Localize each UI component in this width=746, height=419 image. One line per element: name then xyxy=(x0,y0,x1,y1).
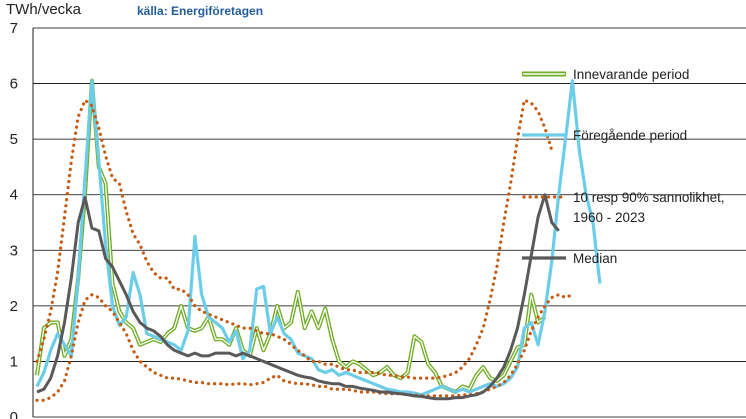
legend-label-innevarande-period: Innevarande period xyxy=(573,67,689,82)
y-axis-label: TWh/vecka xyxy=(6,1,82,18)
source-label: källa: Energiföretagen xyxy=(137,4,263,18)
series-line-innevarande-period-outer xyxy=(35,78,547,394)
y-tick-label-0: 0 xyxy=(10,409,18,419)
legend-label-10-resp-90-sannolikhet-line2: 1960 - 2023 xyxy=(573,210,645,225)
legend-label-f-reg-ende-period: Föregående period xyxy=(573,128,687,143)
legend-label-median: Median xyxy=(573,251,617,266)
y-tick-label-5: 5 xyxy=(10,131,18,148)
gridlines xyxy=(33,27,746,418)
series-line-probability-upper xyxy=(35,98,554,380)
y-tick-label-6: 6 xyxy=(10,76,18,93)
y-tick-label-4: 4 xyxy=(10,187,18,204)
series-lines xyxy=(35,78,602,402)
y-tick-label-2: 2 xyxy=(10,298,18,315)
y-tick-labels: 0 1 2 3 4 5 6 7 xyxy=(10,20,18,419)
legend: Innevarande period Föregående period 10 re… xyxy=(522,67,725,266)
series-line-median xyxy=(36,193,560,401)
y-tick-label-3: 3 xyxy=(10,242,18,259)
series-line-innevarande-period-inner xyxy=(36,80,546,393)
legend-label-10-resp-90-sannolikhet: 10 resp 90% sannolikhet, xyxy=(573,190,725,205)
y-tick-label-7: 7 xyxy=(10,20,18,37)
y-tick-label-1: 1 xyxy=(10,353,18,370)
